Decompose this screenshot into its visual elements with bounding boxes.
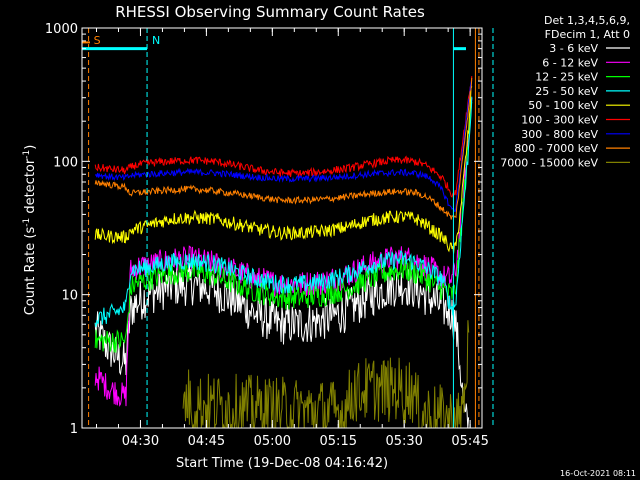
series-line-6 [94, 76, 473, 198]
series-line-2 [94, 97, 473, 407]
x-tick-label-1: 04:30 [122, 434, 159, 449]
series-line-3 [94, 101, 473, 353]
y-label-main: Count Rate (s [23, 227, 38, 316]
legend-label-6: 100 - 300 keV [521, 114, 598, 127]
legend-label-8: 800 - 7000 keV [514, 142, 598, 155]
timestamp: 16-Oct-2021 08:11 [560, 469, 636, 478]
series-line-5 [94, 86, 473, 254]
legend-header-line-2: FDecim 1, Att 0 [545, 28, 630, 41]
x-tick-label-2: 04:45 [188, 434, 225, 449]
y-axis-label: Count Rate (s-1 detector-1) [22, 145, 38, 316]
marker-label-n: N [152, 34, 160, 47]
series-line-9 [182, 320, 470, 430]
chart-title: RHESSI Observing Summary Count Rates [115, 3, 425, 21]
y-tick-label-4: 1000 [45, 22, 78, 37]
axes: 1 10 100 1000 04:30 04:45 05:00 05:15 05:30 05:45 [45, 22, 489, 449]
y-tick-label-2: 10 [61, 289, 78, 304]
y-label-end: ) [23, 145, 38, 150]
legend-label-7: 300 - 800 keV [521, 128, 598, 141]
series-line-7 [94, 80, 473, 213]
series-layer [94, 76, 473, 430]
x-tick-label-5: 05:30 [385, 434, 422, 449]
legend-label-3: 12 - 25 keV [535, 71, 598, 84]
marker-label-s: S [94, 34, 101, 47]
legend-header-line-1: Det 1,3,4,5,6,9, [544, 14, 630, 27]
x-axis-label: Start Time (19-Dec-08 04:16:42) [176, 456, 388, 471]
legend-label-1: 3 - 6 keV [549, 42, 598, 55]
series-line-8 [94, 77, 473, 220]
legend-label-2: 6 - 12 keV [542, 56, 598, 69]
y-label-sup2: -1 [22, 150, 32, 159]
y-label-mid: detector [23, 158, 38, 218]
y-label-sup1: -1 [22, 218, 32, 227]
x-tick-label-3: 05:00 [254, 434, 291, 449]
legend-label-4: 25 - 50 keV [535, 85, 598, 98]
axes-frame [81, 27, 483, 429]
y-tick-label-3: 100 [53, 155, 78, 170]
x-tick-label-6: 05:45 [451, 434, 488, 449]
x-tick-label-4: 05:15 [320, 434, 357, 449]
legend-label-5: 50 - 100 keV [528, 99, 598, 112]
legend-label-9: 7000 - 15000 keV [500, 156, 598, 169]
legend: Det 1,3,4,5,6,9, FDecim 1, Att 0 3 - 6 k… [500, 14, 630, 169]
series-line-4 [94, 96, 473, 328]
y-tick-label-1: 1 [70, 422, 78, 437]
